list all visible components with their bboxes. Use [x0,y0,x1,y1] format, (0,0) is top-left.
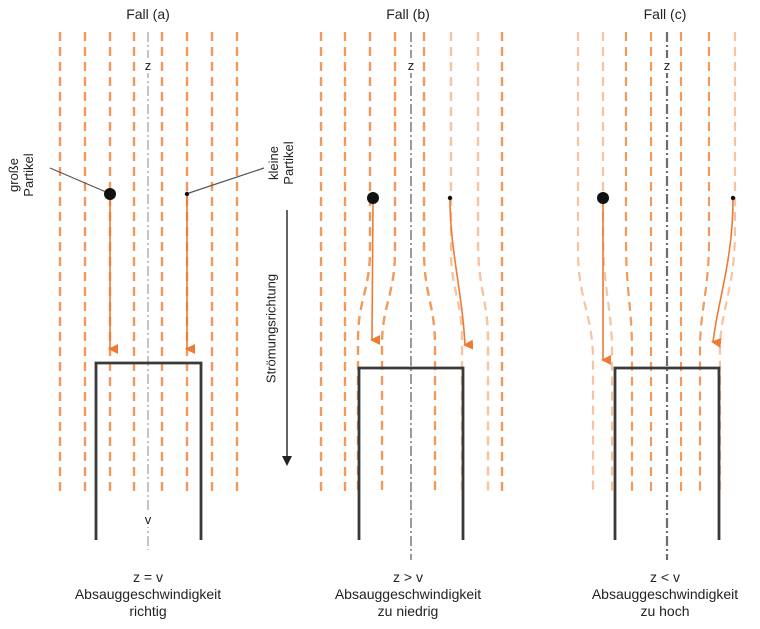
streamline [601,32,614,493]
caption-a-line1: Absauggeschwindigkeit [74,586,222,602]
streamline [422,32,437,493]
large-particle-b [367,192,379,204]
small-particle-c [730,195,736,201]
panel-title-b: Fall (b) [386,6,430,22]
panel-c [576,32,737,560]
small-particle-trajectory-c [711,198,734,348]
caption-c-line2: zu hoch [640,603,690,619]
caption-c: z < v Absauggeschwindigkeit zu hoch [555,569,760,620]
sampling-probe-a [94,361,203,540]
caption-b-line2: zu niedrig [377,603,439,619]
streamline [698,32,711,493]
z-label-b: z [405,58,417,73]
panel-title-a: Fall (a) [126,6,170,22]
streamlines-c [576,32,737,493]
relation-c: z < v [650,569,680,585]
large-particle-label-line1: große [6,158,21,192]
panel-a [49,32,265,550]
v-label-a: v [142,512,154,527]
large-particle-c [597,192,609,204]
large-particle-pointer [49,167,107,193]
sampling-probe-c [613,366,721,540]
streamline [380,32,397,493]
small-particle-label: kleine Partikel [266,128,296,198]
z-label-c: z [661,58,673,73]
small-particle-pointer [188,167,265,194]
relation-b: z > v [393,569,423,585]
z-label-a: z [142,58,154,73]
small-particle-trajectory-b [449,198,474,350]
streamline [576,32,595,493]
small-particle-label-line2: Partikel [281,141,296,185]
streamline [624,32,634,493]
large-particle-label-line2: Partikel [21,153,36,197]
caption-a-line2: richtig [129,603,167,619]
large-particle-trajectory-b [370,198,381,346]
caption-b: z > v Absauggeschwindigkeit zu niedrig [298,569,518,620]
sampling-probe-b [357,366,465,540]
large-particle-label: große Partikel [6,140,36,210]
caption-c-line1: Absauggeschwindigkeit [591,586,739,602]
streamline [356,32,372,493]
large-particle-a [104,188,116,200]
small-particle-label-line1: kleine [266,146,281,180]
small-particle-a [184,191,190,197]
streamline [476,32,490,493]
panel-b [282,32,504,560]
small-particle-b [447,195,453,201]
relation-a: z = v [133,569,163,585]
streamline [449,32,464,493]
caption-b-line1: Absauggeschwindigkeit [334,586,482,602]
flow-direction-arrowhead [282,456,292,466]
flow-direction-label: Strömungsrichtung [263,273,279,384]
caption-a: z = v Absauggeschwindigkeit richtig [38,569,258,620]
panel-title-c: Fall (c) [643,6,687,22]
streamlines-b [319,32,504,493]
